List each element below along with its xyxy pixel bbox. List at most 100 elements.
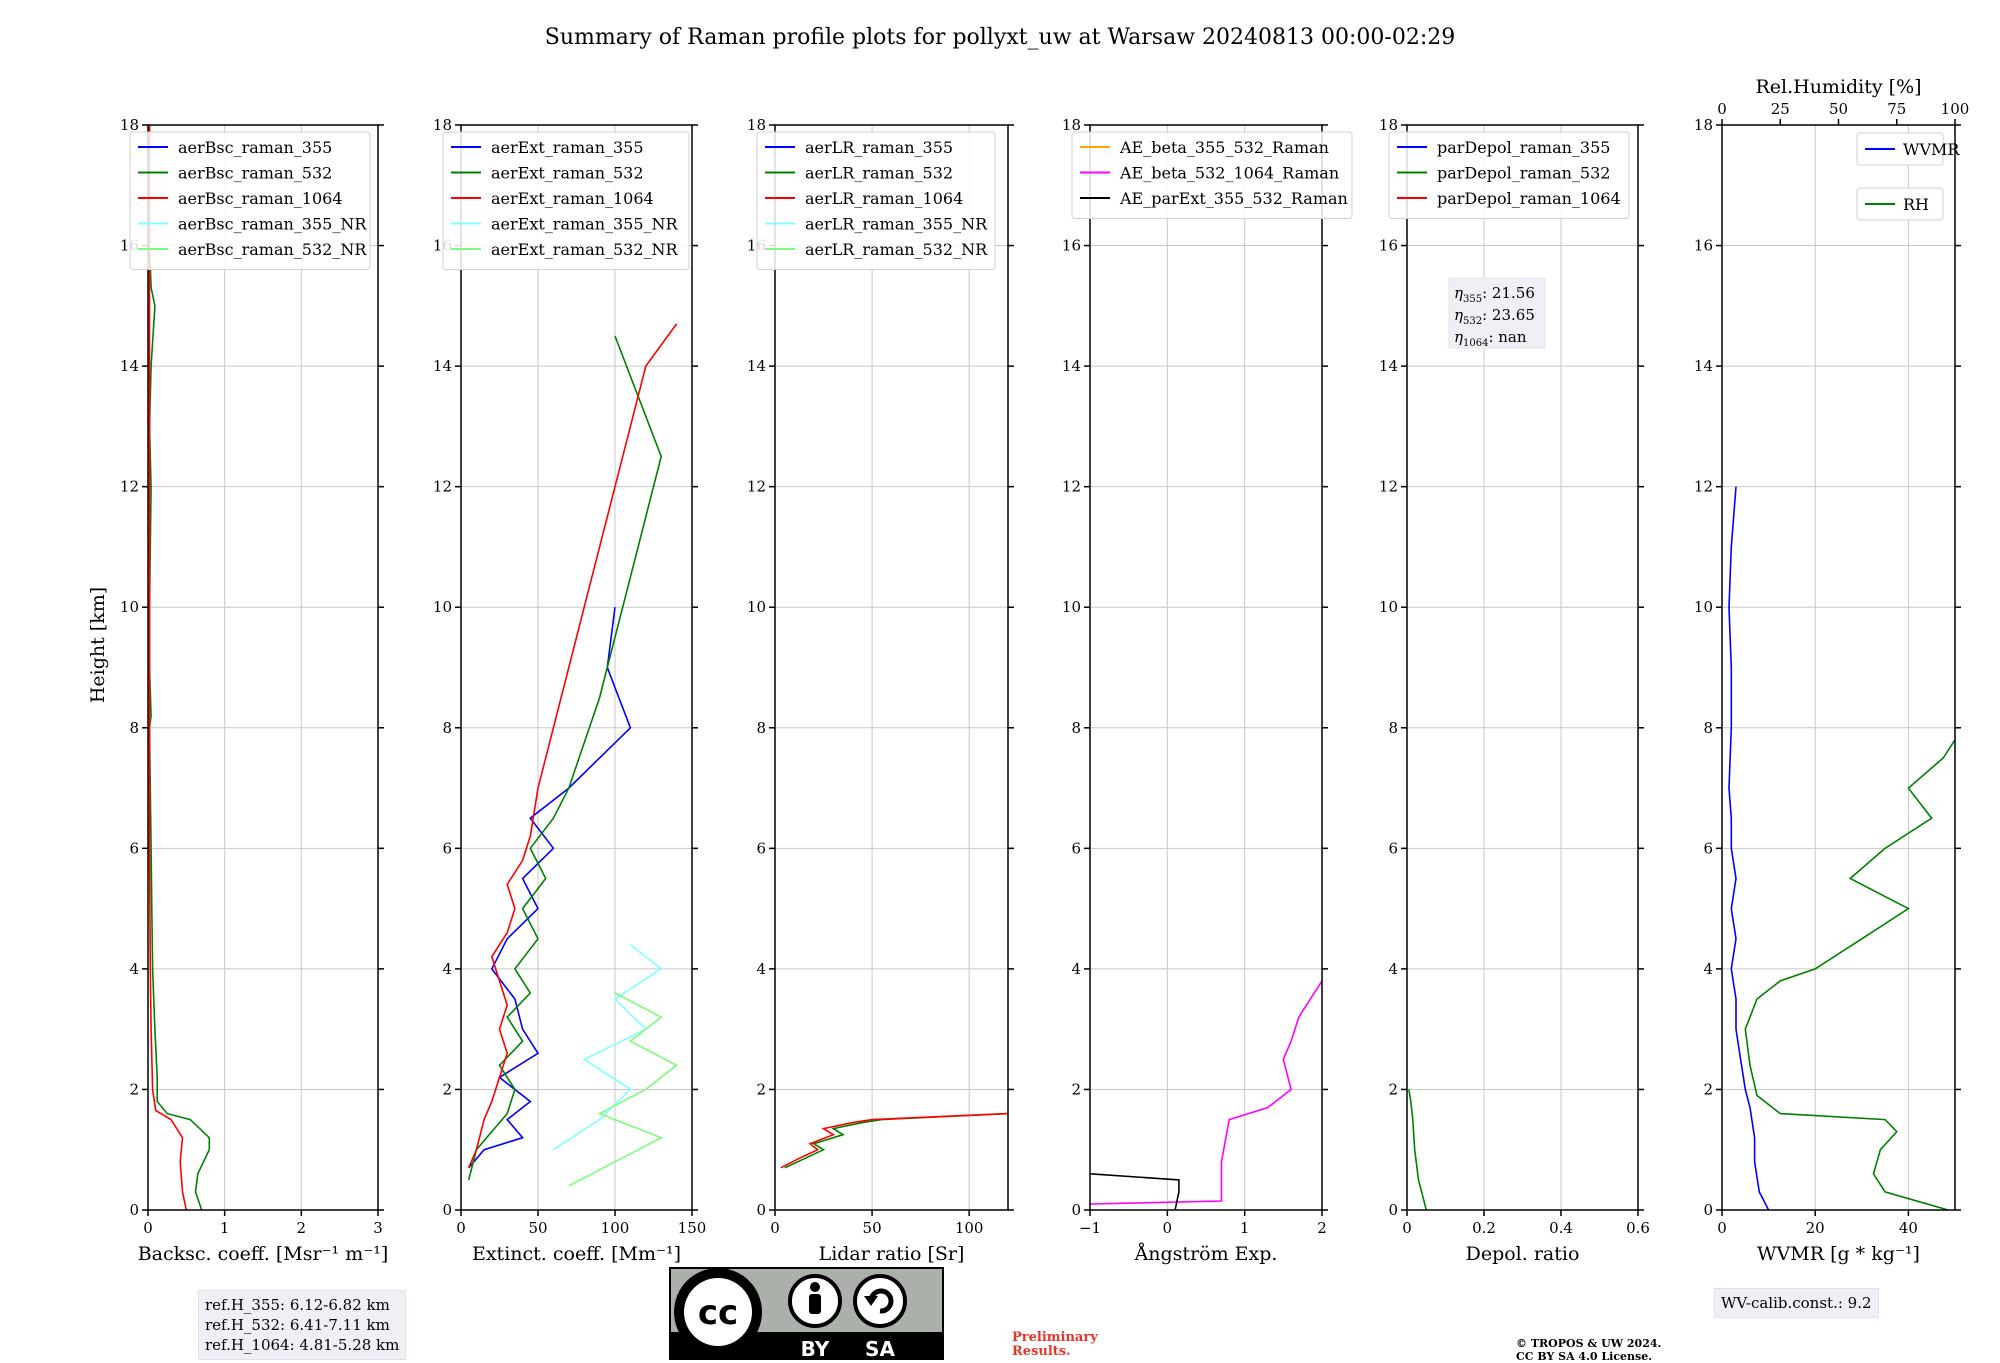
y-tick-label: 0 [1703,1201,1713,1219]
top-x-tick-label: 100 [1941,100,1970,118]
legend-label-aerBsc_raman_532_NR: aerBsc_raman_532_NR [178,240,367,259]
share-alike-icon [853,1274,907,1328]
series-line-aerBsc_raman_1064 [148,125,188,1211]
y-tick-label: 14 [1062,357,1081,375]
preliminary-line-2: Results. [1012,1344,1071,1359]
legend-label-aerExt_raman_1064: aerExt_raman_1064 [491,189,654,208]
series-group [1089,980,1323,1211]
y-tick-label: 4 [129,960,139,978]
series-group [1408,1089,1428,1211]
ref-height-532: ref.H_532: 6.41-7.11 km [205,1316,390,1334]
y-tick-label: 18 [1062,116,1081,134]
series-line-WVMR [1728,486,1770,1211]
series-line-aerLR_raman_1064 [780,1112,1009,1169]
y-tick-label: 2 [1703,1080,1713,1098]
calibration-eta-355: η355: 21.56 [1454,284,1535,305]
legend-label-parDepol_raman_355: parDepol_raman_355 [1437,138,1610,157]
axes-frame [1089,124,1323,1211]
series-line-aerExt_raman_1064 [467,323,678,1169]
y-tick-label: 0 [1071,1201,1081,1219]
y-tick-label: 14 [433,357,452,375]
series-line-aerExt_raman_355 [468,607,632,1169]
legend: parDepol_raman_355 parDepol_raman_532 parD… [1388,131,1630,219]
x-tick-label: 50 [528,1219,547,1237]
legend-label-RH: RH [1903,195,1929,214]
y-tick-label: 6 [1071,839,1081,857]
y-tick-label: 14 [1379,357,1398,375]
series-line-AE_beta_532_1064_Raman [1089,980,1323,1205]
series-line-AE_parExt_355_532_Raman [1089,1173,1180,1211]
y-tick-label: 16 [1694,237,1713,255]
x-axis-label: Ångström Exp. [1134,1243,1278,1265]
y-tick-label: 18 [1379,116,1398,134]
calibration-eta-532: η532: 23.65 [1454,306,1535,327]
legend-label-parDepol_raman_532: parDepol_raman_532 [1437,164,1610,183]
legend: aerExt_raman_355 aerExt_raman_532 aerExt_r… [442,131,690,270]
axes-frame [460,124,693,1211]
y-tick-label: 12 [120,478,139,496]
y-tick-label: 10 [1062,598,1081,616]
legend-label-aerBsc_raman_1064: aerBsc_raman_1064 [178,189,343,208]
preliminary-results-note: Preliminary Results. [1012,1331,1098,1359]
series-group [780,1112,1009,1169]
series-group [147,124,211,1211]
cc-sa-text: SA [865,1337,895,1360]
legend-box [442,131,690,270]
x-tick-label: 100 [601,1219,630,1237]
legend-label-aerExt_raman_355: aerExt_raman_355 [491,138,644,157]
preliminary-line-1: Preliminary [1012,1330,1098,1345]
y-tick-label: 2 [1071,1080,1081,1098]
wv-calibration-constant: WV-calib.const.: 9.2 [1721,1294,1872,1312]
y-tick-label: 0 [1388,1201,1398,1219]
series-line-RH [1744,739,1956,1211]
copyright-note: © TROPOS & UW 2024. CC BY SA 4.0 License… [1516,1337,1661,1363]
series-line-aerLR_raman_532 [784,1112,1009,1169]
legend-label-AE_beta_532_1064_Raman: AE_beta_532_1064_Raman [1119,164,1339,183]
x-axis-label: WVMR [g * kg⁻¹] [1757,1243,1920,1265]
x-tick-label: 1 [1240,1219,1250,1237]
legend-box [1071,131,1353,219]
series-line-aerExt_raman_355_NR [552,944,663,1151]
panel-depolarization: 0 2 4 6 8 10 12 14 16 18 0 0.2 0.4 0.6 Depol. ratio par… [1379,116,1650,1265]
y-tick-label: 2 [1388,1080,1398,1098]
axes-frame [1721,124,1956,1211]
y-tick-label: 0 [129,1201,139,1219]
y-tick-label: 8 [129,719,139,737]
legend: aerBsc_raman_355 aerBsc_raman_532 aerBsc_r… [129,131,371,270]
cc-logo-text: cc [698,1293,738,1333]
legend-label-parDepol_raman_1064: parDepol_raman_1064 [1437,189,1621,208]
x-tick-label: 0 [143,1219,153,1237]
figure-title: Summary of Raman profile plots for polly… [545,25,1455,50]
legend-label-aerBsc_raman_355_NR: aerBsc_raman_355_NR [178,215,367,234]
y-tick-label: 10 [1379,598,1398,616]
y-tick-label: 4 [756,960,766,978]
x-tick-label: 0.6 [1626,1219,1650,1237]
y-axis-label: Height [km] [87,587,109,703]
top-x-tick-label: 0 [1717,100,1727,118]
y-tick-label: 10 [120,598,139,616]
legend-label-aerBsc_raman_355: aerBsc_raman_355 [178,138,332,157]
ref-height-355: ref.H_355: 6.12-6.82 km [205,1296,390,1314]
y-tick-label: 18 [1694,116,1713,134]
y-tick-label: 4 [442,960,452,978]
x-axis-label: Lidar ratio [Sr] [819,1243,965,1265]
x-tick-label: 150 [678,1219,707,1237]
top-x-tick-label: 25 [1771,100,1790,118]
x-tick-label: 2 [297,1219,307,1237]
x-tick-label: −1 [1079,1219,1101,1237]
copyright-line-2: CC BY SA 4.0 License. [1516,1350,1653,1363]
y-tick-label: 14 [120,357,139,375]
x-tick-label: 50 [863,1219,882,1237]
x-axis-label: Backsc. coeff. [Msr⁻¹ m⁻¹] [138,1243,389,1265]
legend-label-WVMR: WVMR [1903,140,1960,159]
series-line-aerExt_raman_532 [467,335,663,1181]
ref-heights-box: ref.H_355: 6.12-6.82 km ref.H_532: 6.41-… [198,1290,407,1360]
x-axis-label: Depol. ratio [1466,1243,1580,1265]
legend: WVMR RH [1856,132,1960,221]
y-tick-label: 8 [1071,719,1081,737]
cc-by-text: BY [801,1337,830,1360]
y-tick-label: 2 [442,1080,452,1098]
